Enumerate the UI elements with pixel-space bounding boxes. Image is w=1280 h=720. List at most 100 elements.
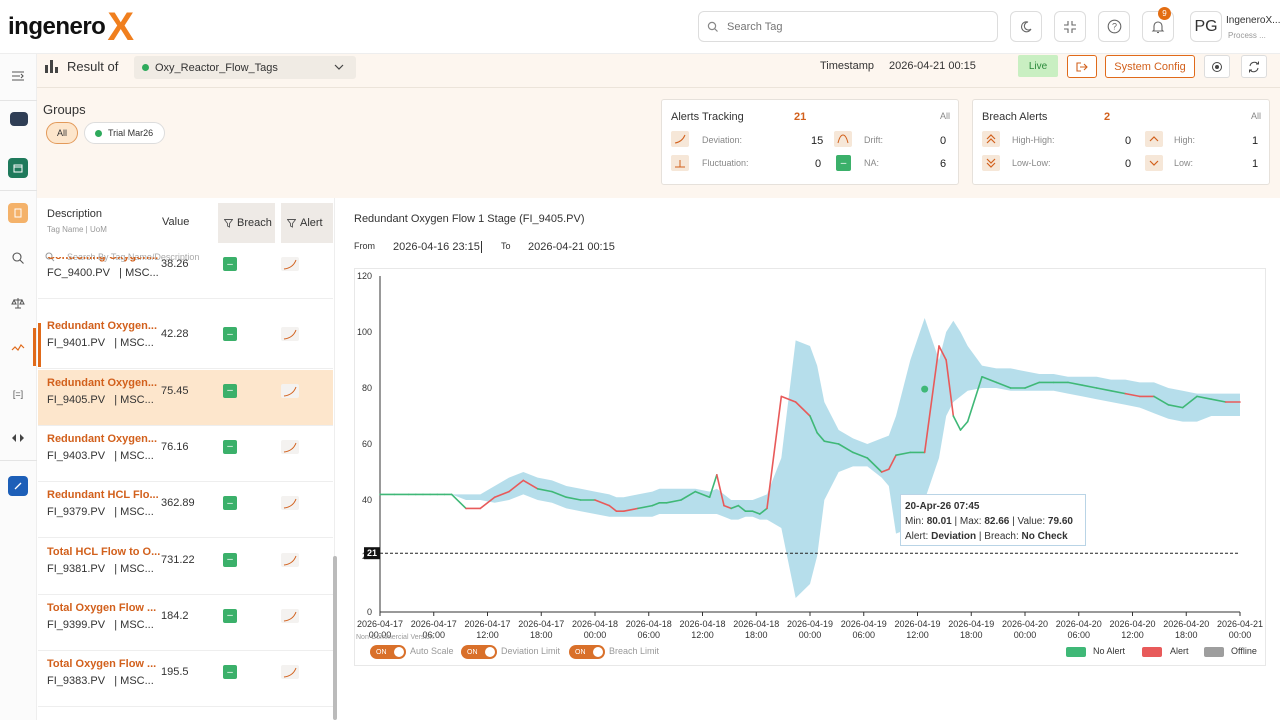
theme-toggle-button[interactable] [1010,11,1042,42]
y-tick-label: 60 [362,439,372,449]
table-search[interactable]: Search By Tag Name/Description [45,248,330,266]
chevron-down-icon [334,64,344,70]
chart-title: Redundant Oxygen Flow 1 Stage (FI_9405.P… [354,213,585,225]
table-row[interactable]: Redundant Oxygen... FI_9405.PV | MSC... 75… [38,369,333,426]
alert-trend-icon[interactable] [281,439,299,454]
deviation-limit-toggle[interactable]: ON [461,645,497,659]
report-icon[interactable] [8,203,28,223]
trend-icon[interactable] [8,338,28,358]
high-high-icon [982,131,1000,147]
series-segment [680,490,697,501]
alert-trend-icon[interactable] [281,383,299,398]
timestamp-label: Timestamp [820,60,874,72]
series-segment [866,457,883,473]
tag-group-select[interactable]: Oxy_Reactor_Flow_Tags [134,56,356,79]
table-row[interactable]: Total Oxygen Flow ... FI_9383.PV | MSC...… [38,651,333,708]
calendar-icon[interactable] [8,158,28,178]
target-icon [1212,61,1222,72]
alert-trend-icon[interactable] [281,552,299,567]
brand-x-mark: X [107,5,135,49]
tag-search-box[interactable] [698,11,998,42]
brand-logo[interactable]: ingenero X [8,6,134,48]
description-header[interactable]: Description [47,208,103,220]
breach-limit-badge [364,547,380,560]
live-button[interactable]: Live [1018,55,1058,77]
alert-trend-icon[interactable] [281,327,299,342]
trend-chart[interactable]: 020406080100120212026-04-1700:002026-04-… [354,268,1266,640]
group-pill-trial[interactable]: Trial Mar26 [84,122,165,144]
table-row[interactable]: Controlling Oxygen... FC_9400.PV | MSC...… [38,257,333,299]
system-config-button[interactable]: System Config [1105,55,1195,78]
collapse-icon [1064,20,1076,33]
series-segment [751,510,761,515]
table-row[interactable]: Total Oxygen Flow ... FI_9399.PV | MSC...… [38,595,333,651]
svg-text:?: ? [1111,22,1116,32]
breach-status-icon[interactable]: – [223,327,237,342]
table-row[interactable]: Redundant Oxygen... FI_9401.PV | MSC... 42… [38,313,333,370]
legend-label-no-alert: No Alert [1093,646,1126,656]
status-dot [95,129,102,137]
table-row[interactable]: Redundant HCL Flo... FI_9379.PV | MSC... 3… [38,482,333,539]
breach-status-icon[interactable]: – [223,383,237,398]
series-segment [1196,395,1213,400]
alert-trend-icon[interactable] [281,608,299,623]
tooltip-values: Min: 80.01 | Max: 82.66 | Value: 79.60 [905,516,1073,527]
table-row[interactable]: Redundant Oxygen... FI_9403.PV | MSC... 76… [38,426,333,482]
camera-button[interactable] [1204,55,1230,78]
breach-status-icon[interactable]: – [223,608,237,623]
alert-trend-icon[interactable] [281,257,299,271]
timestamp-input[interactable]: 2026-04-21 00:15 [889,60,976,72]
table-scrollbar[interactable] [333,556,337,720]
x-tick-label: 00:00 [584,630,607,640]
from-date-input[interactable]: 2026-04-16 23:15 [393,241,482,253]
series-segment [694,490,711,498]
breach-status-icon[interactable]: – [223,439,237,454]
compare-icon[interactable] [8,428,28,448]
status-dot [142,64,149,71]
alert-header-label: Alert [300,217,323,229]
user-name[interactable]: IngeneroX... [1226,15,1280,26]
series-segment [1181,395,1198,409]
refresh-button[interactable] [1241,55,1267,78]
alert-trend-icon[interactable] [281,496,299,511]
alert-header-filter[interactable]: Alert [281,203,333,243]
breach-header-filter[interactable]: Breach [218,203,275,243]
tag-search-input[interactable] [727,20,977,33]
alerts-tracking-all-link[interactable]: All [940,111,951,121]
breach-status-icon[interactable]: – [223,552,237,567]
breach-status-icon[interactable]: – [223,496,237,511]
breach-alerts-all-link[interactable]: All [1251,111,1262,121]
dashboard-icon[interactable] [10,112,28,126]
series-segment [1095,387,1112,392]
group-pill-all[interactable]: All [46,122,78,144]
value-header[interactable]: Value [162,216,190,228]
menu-toggle-icon[interactable] [8,66,28,86]
series-segment [959,420,969,431]
y-tick-label: 40 [362,495,372,505]
alert-trend-icon[interactable] [281,665,299,680]
fullscreen-button[interactable] [1054,11,1086,42]
series-segment [952,415,962,431]
tags-icon[interactable]: [=] [12,389,24,399]
legend-label-offline: Offline [1231,646,1257,656]
breach-status-icon[interactable]: – [223,665,237,680]
to-date-input[interactable]: 2026-04-21 00:15 [528,241,615,253]
row-value: 38.26 [161,258,189,270]
help-button[interactable]: ? [1098,11,1130,42]
legend-swatch-alert [1142,647,1162,657]
table-row[interactable]: Total HCL Flow to O... FI_9381.PV | MSC..… [38,539,333,595]
auto-scale-toggle[interactable]: ON [370,645,406,659]
magic-tool-icon[interactable] [8,476,28,496]
series-segment [637,504,654,510]
notifications-button[interactable]: 9 [1142,7,1174,42]
row-value: 42.28 [161,328,189,341]
avatar[interactable]: PG [1190,11,1222,42]
breach-limit-toggle[interactable]: ON [569,645,605,659]
export-button[interactable] [1067,55,1097,78]
series-segment [981,376,998,384]
balance-icon[interactable] [8,293,28,313]
x-tick-label: 2026-04-20 [1056,619,1102,629]
x-tick-label: 18:00 [745,630,768,640]
analysis-icon[interactable] [8,248,28,268]
breach-status-icon[interactable]: – [223,257,237,271]
